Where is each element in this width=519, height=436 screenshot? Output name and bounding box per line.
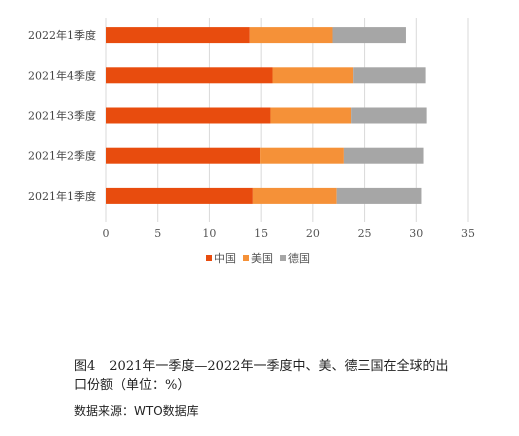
y-category-label: 2021年4季度 [28, 68, 96, 82]
legend-label: 德国 [288, 251, 310, 265]
legend-label: 中国 [214, 252, 236, 265]
bar-segment [343, 147, 424, 164]
legend-swatch [243, 255, 249, 261]
figure-label: 图4 [74, 359, 96, 374]
x-tick-label: 20 [306, 227, 320, 240]
legend: 中国 美国 德国 [206, 251, 310, 265]
x-tick-label: 10 [202, 227, 216, 240]
bar-segment [272, 67, 354, 84]
bar-segment [106, 107, 271, 124]
y-category-label: 2022年1季度 [28, 28, 96, 42]
y-category-label: 2021年3季度 [28, 109, 96, 123]
x-axis-labels: 0 5 10 15 20 25 30 35 [103, 227, 476, 240]
figure-caption: 图4 2021年一季度—2022年一季度中、美、德三国在全球的出口份额（单位：%） [74, 357, 454, 395]
bar-segment [351, 107, 427, 124]
bar-segment [249, 27, 333, 44]
x-tick-label: 35 [461, 227, 475, 240]
bar-segment [260, 147, 344, 164]
legend-swatch [280, 255, 286, 261]
stacked-bar-chart: 2022年1季度 2021年4季度 2021年3季度 2021年2季度 2021年1季度… [28, 18, 476, 265]
x-tick-label: 5 [154, 227, 161, 240]
legend-swatch [206, 255, 212, 261]
bar-segment [270, 107, 352, 124]
y-axis-labels: 2022年1季度 2021年4季度 2021年3季度 2021年2季度 2021年1季度 [28, 28, 96, 203]
y-category-label: 2021年2季度 [28, 149, 96, 163]
x-tick-label: 15 [254, 227, 268, 240]
x-tick-label: 25 [358, 227, 372, 240]
bar-segment [106, 67, 273, 84]
bar-segment [106, 187, 253, 204]
bar-segment [353, 67, 426, 84]
x-tick-label: 0 [103, 227, 110, 240]
figure-caption-text: 2021年一季度—2022年一季度中、美、德三国在全球的出口份额（单位：%） [74, 359, 449, 393]
bar-segment [106, 27, 250, 44]
bar-segment [336, 187, 422, 204]
bar-segment [252, 187, 337, 204]
bar-segment [106, 147, 261, 164]
bar-segment [332, 27, 406, 44]
bars-layer [106, 27, 427, 204]
y-category-label: 2021年1季度 [28, 189, 96, 203]
data-source: 数据来源：WTO数据库 [74, 404, 199, 418]
legend-label: 美国 [251, 252, 273, 265]
x-tick-label: 30 [409, 227, 423, 240]
